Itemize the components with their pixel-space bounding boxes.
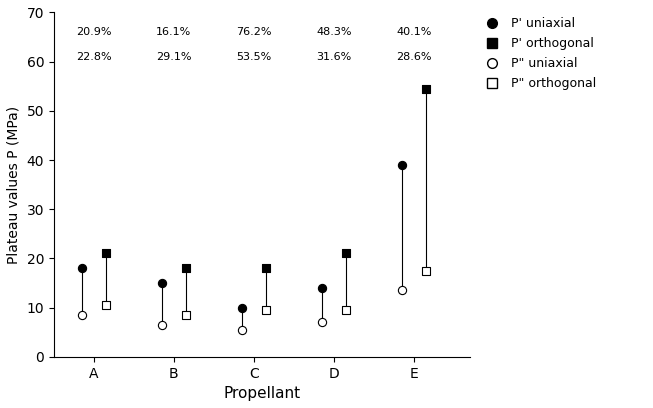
Point [157,322,167,328]
Point [317,285,327,291]
Legend: P' uniaxial, P' orthogonal, P" uniaxial, P" orthogonal: P' uniaxial, P' orthogonal, P" uniaxial,… [474,13,601,95]
Text: 28.6%: 28.6% [396,52,432,62]
Text: 53.5%: 53.5% [236,52,272,62]
Text: 31.6%: 31.6% [317,52,352,62]
Point [181,312,191,318]
Point [237,326,247,333]
Point [237,304,247,311]
Point [421,85,432,92]
Point [421,267,432,274]
Text: 40.1%: 40.1% [396,27,432,37]
Point [101,302,111,308]
Text: 48.3%: 48.3% [316,27,352,37]
Point [157,280,167,286]
Point [261,265,271,271]
Point [76,265,87,271]
Point [317,319,327,326]
Point [397,162,407,168]
Text: 76.2%: 76.2% [236,27,272,37]
Text: 29.1%: 29.1% [156,52,192,62]
Text: 16.1%: 16.1% [156,27,191,37]
Text: 22.8%: 22.8% [76,52,112,62]
Point [76,312,87,318]
Point [181,265,191,271]
Point [341,250,351,257]
Point [101,250,111,257]
X-axis label: Propellant: Propellant [223,386,300,401]
Point [397,287,407,294]
Y-axis label: Plateau values P (MPa): Plateau values P (MPa) [7,106,21,264]
Text: 20.9%: 20.9% [76,27,112,37]
Point [341,307,351,313]
Point [261,307,271,313]
